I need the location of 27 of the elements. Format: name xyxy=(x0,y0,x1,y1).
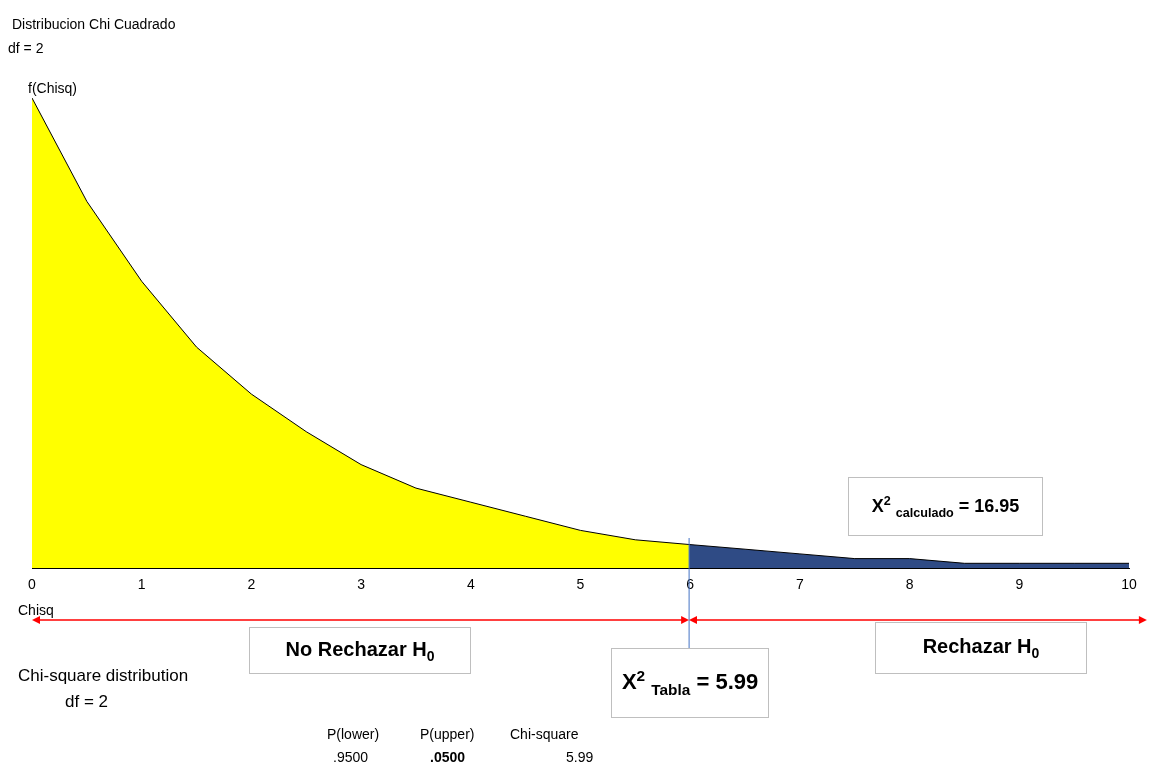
x-tick-label: 9 xyxy=(1015,576,1024,593)
x-tick-label: 6 xyxy=(686,576,695,593)
text: P(lower) xyxy=(327,726,380,742)
x-tick-label: 10 xyxy=(1121,576,1137,593)
x-tick-label: 8 xyxy=(905,576,914,593)
ref-line-label: X$^{2}$ $_{Tabla}$ = 5.99 xyxy=(621,667,759,699)
x-tick-label: 3 xyxy=(357,576,366,593)
y-axis-title: f(Chisq) xyxy=(28,80,78,96)
annotation: X$^{2}$ $_{calculado}$ = 16.95 xyxy=(871,493,1020,520)
text: No Rechazar H$_{0}$ xyxy=(285,637,435,664)
x-tick-label: 4 xyxy=(466,576,475,593)
text: P(upper) xyxy=(420,726,475,742)
text: .9500 xyxy=(333,749,369,765)
x-tick-label: 0 xyxy=(28,576,37,593)
chart-title: Distribucion Chi Cuadrado xyxy=(12,16,176,32)
text: df = 2 xyxy=(65,692,109,711)
text: Rechazar H$_{0}$ xyxy=(922,635,1040,661)
x-tick-label: 1 xyxy=(137,576,146,593)
text: Chi-square xyxy=(510,726,579,742)
x-tick-label: 7 xyxy=(796,576,804,593)
x-tick-label: 2 xyxy=(247,576,256,593)
x-tick-label: 5 xyxy=(576,576,585,593)
chart-subtitle: df = 2 xyxy=(8,40,44,56)
x-axis-title: Chisq xyxy=(18,602,54,618)
text: Chi-square distribution xyxy=(18,666,189,685)
text: .0500 xyxy=(430,749,466,765)
text: 5.99 xyxy=(566,749,594,765)
